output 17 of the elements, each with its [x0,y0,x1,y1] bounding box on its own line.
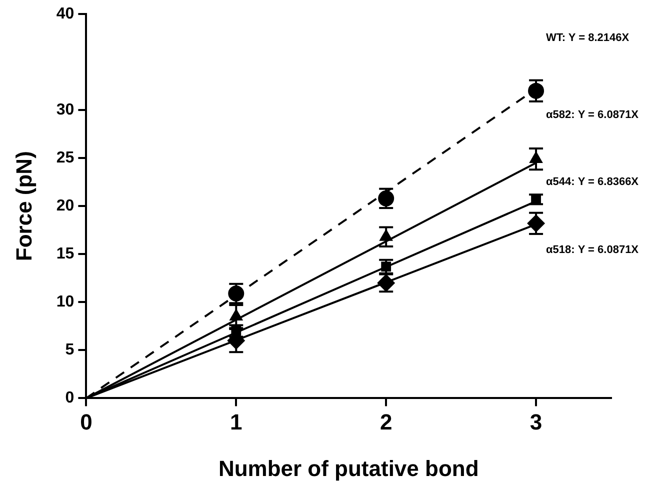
annotation: WT: Y = 8.2146X [546,32,630,44]
y-tick-label: 25 [56,149,74,166]
x-tick-label: 1 [230,409,242,434]
y-tick-label: 40 [56,5,74,22]
x-axis-title: Number of putative bond [218,456,479,481]
x-tick-label: 2 [380,409,392,434]
annotation: α582: Y = 6.0871X [546,109,640,122]
y-tick-label: 10 [56,294,74,311]
x-tick-label: 3 [530,409,542,434]
annotation: α518: Y = 6.0871X [546,244,640,256]
y-tick-label: 5 [65,342,74,359]
y-tick-label: 30 [56,101,74,118]
annotation: α544: Y = 6.8366X [546,176,640,188]
y-tick-label: 0 [65,390,74,407]
y-tick-label: 15 [56,246,74,263]
y-tick-label: 20 [56,198,74,215]
y-axis-title: Force (pN) [11,151,36,262]
